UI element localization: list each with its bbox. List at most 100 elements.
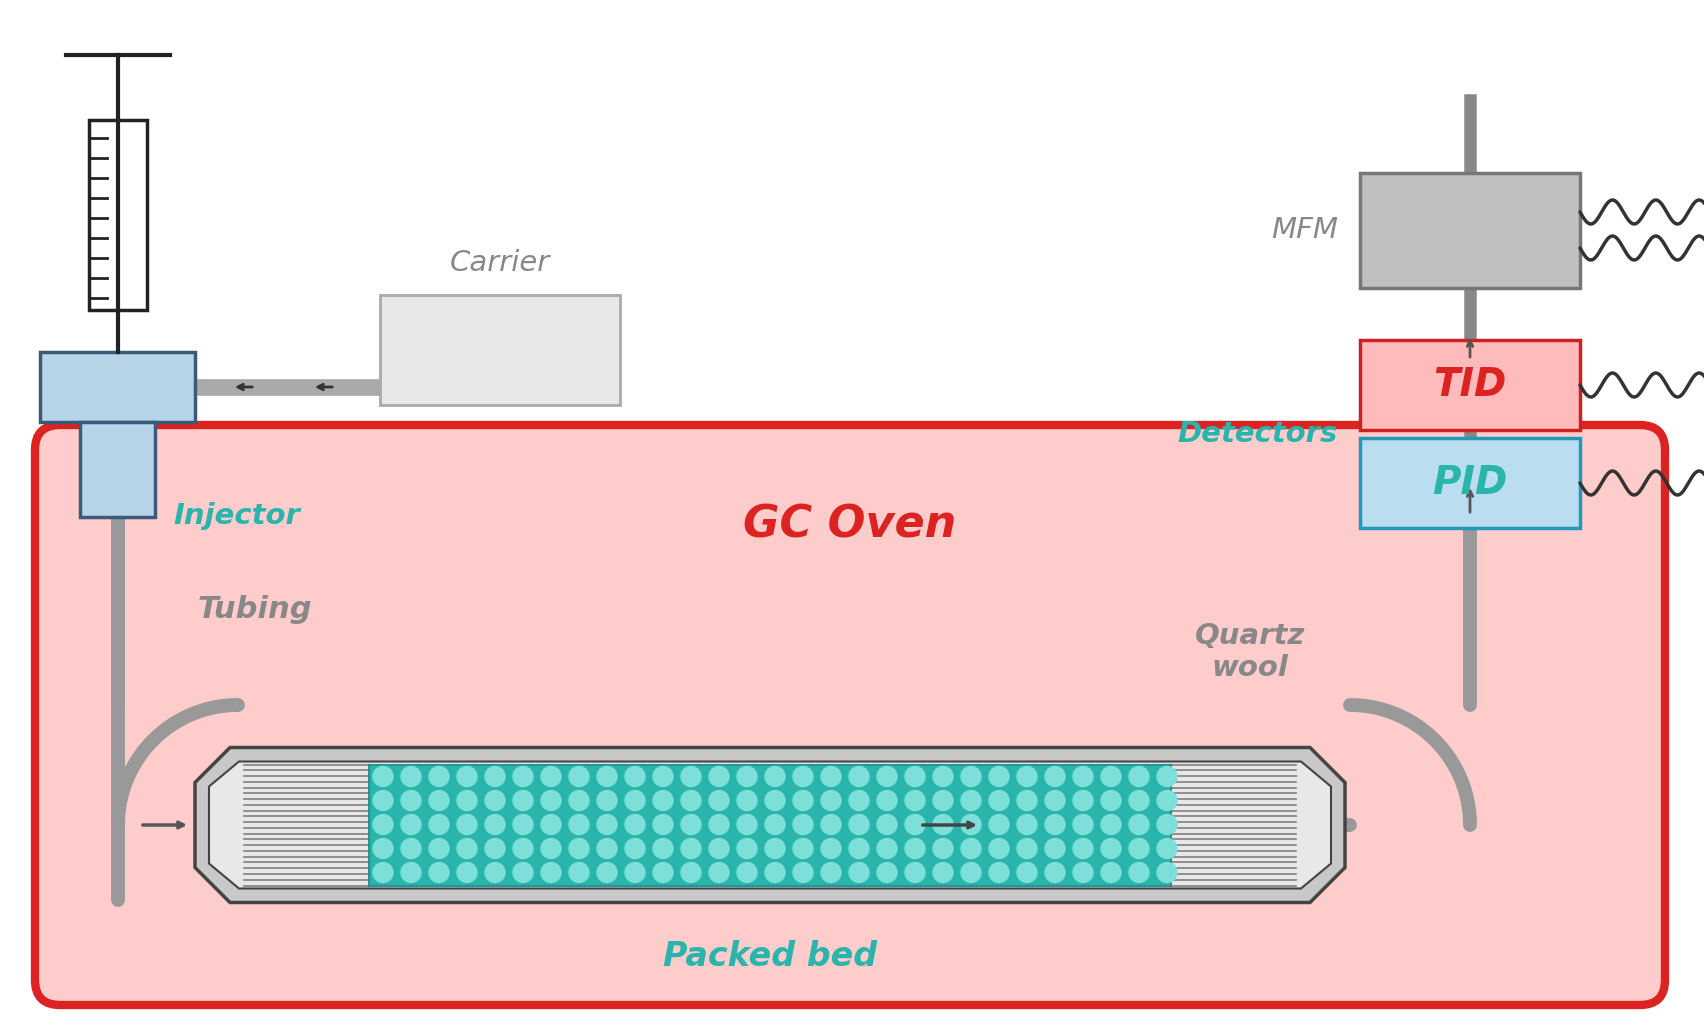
Circle shape — [486, 814, 504, 835]
Polygon shape — [210, 761, 1331, 888]
Circle shape — [905, 863, 925, 882]
Circle shape — [1074, 791, 1092, 810]
Circle shape — [513, 766, 533, 787]
Circle shape — [988, 766, 1009, 787]
Circle shape — [400, 838, 421, 859]
Text: GC Oven: GC Oven — [743, 503, 956, 546]
Bar — [1360, 173, 1580, 288]
Circle shape — [988, 863, 1009, 882]
Circle shape — [934, 766, 953, 787]
Circle shape — [1157, 791, 1177, 810]
Circle shape — [457, 814, 477, 835]
Circle shape — [682, 863, 700, 882]
Circle shape — [373, 838, 394, 859]
Circle shape — [625, 814, 646, 835]
Circle shape — [934, 863, 953, 882]
Circle shape — [1130, 791, 1148, 810]
Circle shape — [738, 838, 757, 859]
Circle shape — [596, 863, 617, 882]
Circle shape — [625, 863, 646, 882]
Circle shape — [1101, 791, 1121, 810]
Circle shape — [849, 766, 869, 787]
Text: Carrier: Carrier — [450, 249, 550, 277]
Circle shape — [905, 791, 925, 810]
Circle shape — [373, 863, 394, 882]
Circle shape — [765, 766, 786, 787]
Bar — [1360, 340, 1580, 430]
Circle shape — [709, 814, 729, 835]
Circle shape — [429, 766, 448, 787]
Circle shape — [653, 791, 673, 810]
Circle shape — [709, 863, 729, 882]
Circle shape — [792, 766, 813, 787]
Circle shape — [373, 814, 394, 835]
Circle shape — [821, 838, 842, 859]
Circle shape — [821, 814, 842, 835]
Circle shape — [1130, 766, 1148, 787]
Polygon shape — [194, 748, 1344, 903]
Circle shape — [1017, 814, 1038, 835]
Circle shape — [738, 791, 757, 810]
Circle shape — [1074, 766, 1092, 787]
Circle shape — [682, 791, 700, 810]
Circle shape — [738, 766, 757, 787]
Circle shape — [540, 791, 561, 810]
Bar — [80, 422, 155, 517]
Circle shape — [486, 863, 504, 882]
Bar — [380, 295, 620, 405]
Circle shape — [1045, 814, 1065, 835]
Circle shape — [1157, 863, 1177, 882]
Circle shape — [792, 791, 813, 810]
Circle shape — [653, 863, 673, 882]
Bar — [1360, 438, 1580, 528]
Circle shape — [1045, 863, 1065, 882]
Circle shape — [486, 766, 504, 787]
Bar — [41, 352, 196, 422]
Circle shape — [765, 814, 786, 835]
Circle shape — [792, 814, 813, 835]
Circle shape — [569, 766, 590, 787]
Circle shape — [849, 838, 869, 859]
Circle shape — [682, 814, 700, 835]
Circle shape — [792, 863, 813, 882]
Circle shape — [1074, 863, 1092, 882]
Circle shape — [1130, 814, 1148, 835]
Circle shape — [457, 766, 477, 787]
Circle shape — [1101, 838, 1121, 859]
Circle shape — [596, 814, 617, 835]
Circle shape — [625, 766, 646, 787]
Circle shape — [569, 863, 590, 882]
Text: Quartz
wool: Quartz wool — [1195, 622, 1305, 683]
Circle shape — [905, 838, 925, 859]
Circle shape — [765, 838, 786, 859]
Circle shape — [1157, 838, 1177, 859]
Bar — [89, 120, 147, 310]
Text: Tubing: Tubing — [198, 596, 312, 624]
Circle shape — [540, 766, 561, 787]
Circle shape — [765, 791, 786, 810]
Text: TID: TID — [1433, 366, 1506, 404]
Circle shape — [905, 814, 925, 835]
Circle shape — [934, 814, 953, 835]
Circle shape — [400, 814, 421, 835]
Circle shape — [1045, 838, 1065, 859]
Circle shape — [540, 863, 561, 882]
Circle shape — [1074, 838, 1092, 859]
Circle shape — [400, 766, 421, 787]
Circle shape — [513, 791, 533, 810]
Circle shape — [596, 766, 617, 787]
Circle shape — [513, 863, 533, 882]
Circle shape — [1130, 838, 1148, 859]
Circle shape — [1101, 766, 1121, 787]
Circle shape — [1101, 863, 1121, 882]
Bar — [370, 764, 1171, 885]
Text: PID: PID — [1433, 464, 1508, 502]
Circle shape — [988, 791, 1009, 810]
Circle shape — [849, 863, 869, 882]
Circle shape — [596, 791, 617, 810]
Circle shape — [961, 791, 982, 810]
Circle shape — [934, 791, 953, 810]
Circle shape — [429, 814, 448, 835]
Circle shape — [373, 791, 394, 810]
Circle shape — [905, 766, 925, 787]
